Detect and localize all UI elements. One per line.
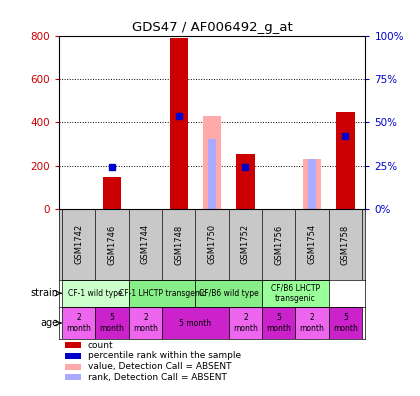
Text: 2
month: 2 month: [233, 313, 258, 333]
Text: GSM1758: GSM1758: [341, 224, 350, 265]
Text: 2
month: 2 month: [133, 313, 158, 333]
Text: GSM1754: GSM1754: [307, 224, 317, 265]
Text: CF-1 LHCTP transgenic: CF-1 LHCTP transgenic: [118, 289, 206, 298]
Text: GSM1746: GSM1746: [108, 224, 117, 265]
Text: 5
month: 5 month: [100, 313, 125, 333]
Bar: [162, 307, 229, 339]
Text: GSM1748: GSM1748: [174, 224, 183, 265]
Text: percentile rank within the sample: percentile rank within the sample: [88, 351, 241, 360]
Bar: [170, 38, 188, 209]
Text: GSM1750: GSM1750: [207, 224, 217, 265]
Text: GSM1742: GSM1742: [74, 224, 83, 265]
Text: GSM1752: GSM1752: [241, 224, 250, 265]
Title: GDS47 / AF006492_g_at: GDS47 / AF006492_g_at: [132, 21, 292, 34]
Text: 2
month: 2 month: [66, 313, 91, 333]
Bar: [65, 364, 81, 369]
Text: 5 month: 5 month: [179, 318, 212, 327]
Bar: [295, 307, 329, 339]
Bar: [103, 177, 121, 209]
Text: CF-1 wild type: CF-1 wild type: [68, 289, 123, 298]
Bar: [203, 116, 221, 209]
Text: CF/B6 LHCTP
transgenic: CF/B6 LHCTP transgenic: [271, 284, 320, 303]
Bar: [65, 342, 81, 348]
Text: GSM1756: GSM1756: [274, 224, 283, 265]
Bar: [129, 307, 162, 339]
Text: value, Detection Call = ABSENT: value, Detection Call = ABSENT: [88, 362, 231, 371]
Text: 2
month: 2 month: [299, 313, 325, 333]
Bar: [262, 307, 295, 339]
Text: 5
month: 5 month: [333, 313, 358, 333]
Bar: [336, 112, 354, 209]
Text: strain: strain: [30, 288, 58, 298]
Bar: [65, 374, 81, 380]
Text: rank, Detection Call = ABSENT: rank, Detection Call = ABSENT: [88, 373, 226, 382]
Bar: [262, 280, 329, 307]
Bar: [303, 159, 321, 209]
Bar: [65, 353, 81, 359]
Bar: [308, 159, 316, 209]
Bar: [62, 307, 95, 339]
Bar: [129, 280, 195, 307]
Bar: [208, 139, 216, 209]
Bar: [329, 307, 362, 339]
Text: GSM1744: GSM1744: [141, 224, 150, 265]
Bar: [236, 154, 255, 209]
Bar: [95, 307, 129, 339]
Bar: [62, 280, 129, 307]
Text: 5
month: 5 month: [266, 313, 291, 333]
Text: age: age: [40, 318, 58, 328]
Bar: [229, 307, 262, 339]
Text: CF/B6 wild type: CF/B6 wild type: [199, 289, 259, 298]
Text: count: count: [88, 341, 113, 350]
Bar: [195, 280, 262, 307]
